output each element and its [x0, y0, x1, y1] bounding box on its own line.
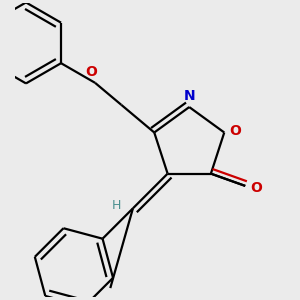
- Text: O: O: [250, 182, 262, 195]
- Text: N: N: [183, 89, 195, 103]
- Text: O: O: [229, 124, 241, 138]
- Text: H: H: [111, 200, 121, 212]
- Text: O: O: [85, 65, 97, 79]
